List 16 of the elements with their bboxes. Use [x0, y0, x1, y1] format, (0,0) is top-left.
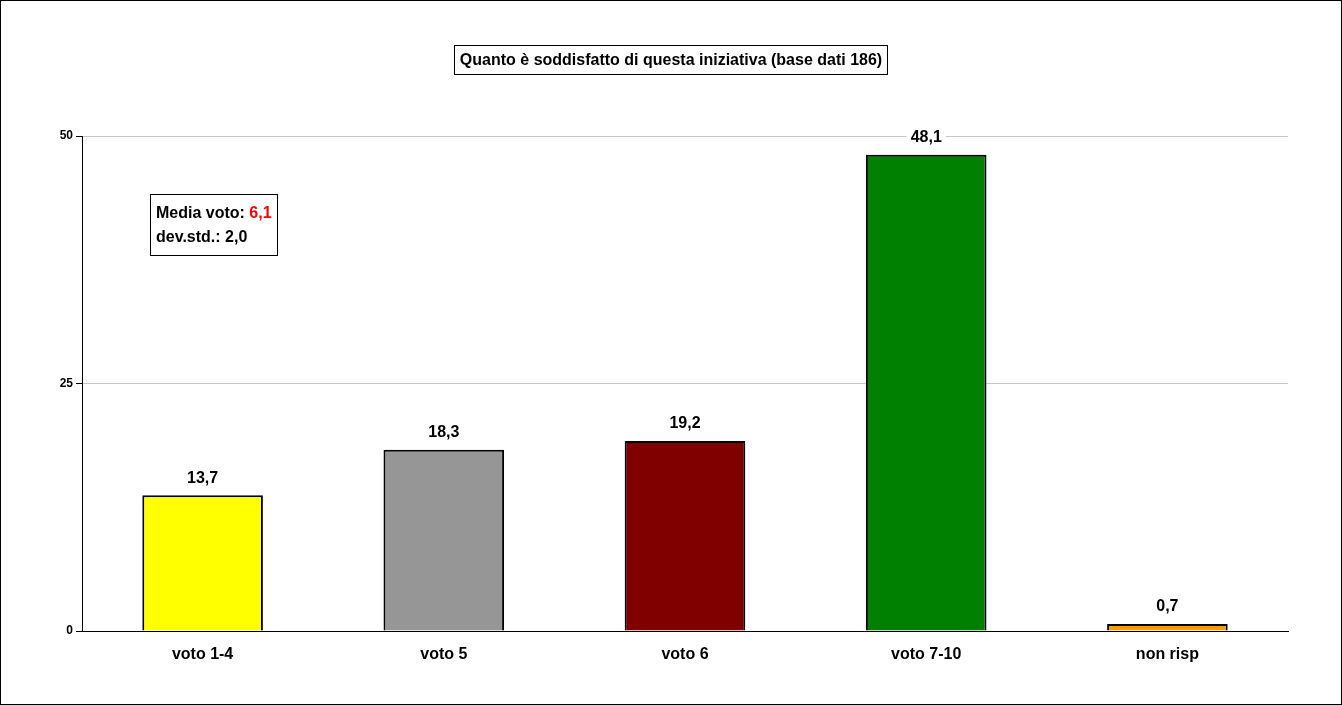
data-label: 13,7 — [187, 468, 219, 486]
data-label: 19,2 — [669, 414, 701, 432]
y-tick-label: 50 — [59, 128, 74, 143]
annotation: dev.std.: 2,0 — [156, 227, 249, 247]
data-label: 48,1 — [910, 128, 942, 146]
x-tick-label: voto 5 — [420, 645, 468, 663]
annotation: Media voto: 6,1 — [156, 203, 272, 223]
data-label: 0,7 — [1156, 597, 1179, 615]
chart-title: Quanto è soddisfatto di questa iniziativa (base dati 186) — [453, 45, 889, 75]
data-label: 18,3 — [428, 423, 460, 441]
x-tick-label: voto 6 — [661, 645, 709, 663]
x-tick-label: voto 1-4 — [171, 645, 234, 663]
y-tick-label: 0 — [66, 623, 74, 638]
x-tick-label: voto 7-10 — [891, 645, 962, 663]
x-tick-label: non risp — [1135, 645, 1200, 663]
y-tick-label: 25 — [59, 375, 74, 390]
